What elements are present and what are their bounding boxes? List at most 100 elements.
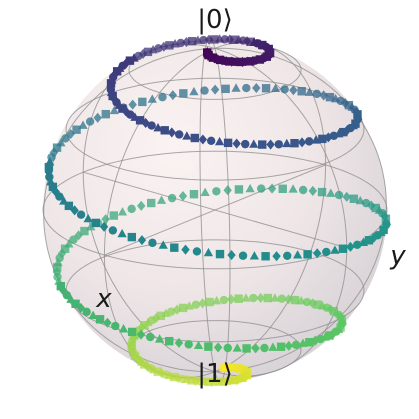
- trajectory-marker: [189, 86, 199, 96]
- trajectory-marker: [297, 87, 306, 96]
- trajectory-marker: [178, 303, 188, 313]
- trajectory-marker: [227, 294, 236, 305]
- trajectory-marker: [153, 367, 162, 376]
- trajectory-marker: [232, 343, 242, 352]
- trajectory-marker: [56, 281, 65, 291]
- trajectory-marker: [44, 162, 54, 172]
- trajectory-marker: [148, 238, 157, 248]
- trajectory-marker: [51, 186, 60, 197]
- trajectory-marker: [72, 125, 81, 134]
- trajectory-marker: [215, 249, 225, 259]
- trajectory-marker: [118, 104, 127, 113]
- trajectory-marker: [256, 184, 266, 193]
- trajectory-marker: [189, 189, 199, 199]
- trajectory-marker: [198, 298, 207, 309]
- trajectory-marker: [342, 191, 351, 202]
- trajectory-marker: [227, 250, 236, 261]
- trajectory-marker: [223, 185, 232, 196]
- trajectory-marker: [71, 299, 80, 308]
- y-axis-label: y: [389, 241, 406, 271]
- trajectory-marker: [234, 185, 244, 194]
- trajectory-marker: [111, 321, 120, 331]
- trajectory-marker: [95, 315, 105, 324]
- trajectory-marker: [223, 343, 232, 353]
- trajectory-marker: [252, 83, 261, 94]
- trajectory-marker: [126, 110, 135, 119]
- state-trajectory: [44, 34, 392, 387]
- trajectory-marker: [156, 195, 167, 204]
- trajectory-marker: [305, 338, 314, 347]
- trajectory-marker: [312, 248, 322, 259]
- trajectory-marker: [190, 133, 199, 143]
- trajectory-marker: [246, 37, 255, 46]
- trajectory-marker: [199, 35, 208, 45]
- trajectory-marker: [176, 38, 185, 48]
- trajectory-marker: [128, 99, 137, 110]
- trajectory-marker: [212, 295, 222, 305]
- trajectory-marker: [322, 247, 331, 257]
- trajectory-marker: [193, 340, 204, 349]
- trajectory-marker: [109, 211, 118, 220]
- trajectory-marker: [127, 204, 136, 214]
- trajectory-marker: [206, 136, 216, 145]
- trajectory-marker: [156, 311, 166, 321]
- trajectory-marker: [191, 300, 201, 309]
- trajectory-marker: [48, 182, 58, 192]
- trajectory-marker: [88, 310, 98, 320]
- trajectory-marker: [325, 331, 334, 340]
- trajectory-marker: [169, 372, 179, 382]
- trajectory-marker: [59, 285, 68, 296]
- trajectory-marker: [93, 112, 102, 123]
- trajectory-marker: [135, 116, 145, 125]
- trajectory-marker: [329, 306, 339, 316]
- trajectory-marker: [174, 337, 184, 348]
- trajectory-marker: [83, 213, 93, 223]
- trajectory-marker: [57, 248, 67, 259]
- trajectory-marker: [225, 57, 234, 66]
- trajectory-marker: [174, 130, 184, 139]
- trajectory-marker: [184, 340, 193, 349]
- trajectory-marker: [280, 85, 289, 94]
- x-axis-label: x: [95, 284, 112, 314]
- trajectory-marker: [137, 200, 146, 211]
- trajectory-marker: [282, 138, 292, 148]
- trajectory-marker: [277, 294, 287, 303]
- trajectory-marker: [290, 295, 300, 305]
- trajectory-marker: [268, 342, 278, 351]
- trajectory-marker: [179, 89, 188, 98]
- trajectory-marker: [117, 228, 127, 238]
- trajectory-marker: [147, 94, 157, 103]
- trajectory-marker: [64, 201, 74, 211]
- trajectory-marker: [326, 188, 336, 197]
- trajectory-marker: [200, 86, 209, 95]
- trajectory-marker: [203, 377, 213, 387]
- trajectory-marker: [238, 251, 248, 260]
- trajectory-marker: [288, 184, 298, 193]
- trajectory-marker: [346, 241, 355, 252]
- trajectory-marker: [272, 251, 281, 262]
- trajectory-marker: [137, 235, 147, 246]
- trajectory-marker: [311, 135, 321, 144]
- trajectory-marker: [245, 183, 255, 193]
- north-pole-label: |0⟩: [197, 5, 232, 35]
- trajectory-marker: [203, 247, 214, 257]
- trajectory-marker: [283, 251, 292, 260]
- trajectory-marker: [298, 338, 308, 347]
- trajectory-marker: [242, 83, 251, 93]
- trajectory-marker: [260, 343, 269, 353]
- trajectory-marker: [165, 41, 174, 50]
- trajectory-marker: [140, 360, 149, 369]
- trajectory-marker: [182, 131, 192, 140]
- axis-line: [83, 171, 347, 249]
- trajectory-marker: [210, 84, 220, 95]
- trajectory-marker: [336, 323, 345, 332]
- trajectory-marker: [204, 34, 214, 45]
- trajectory-marker: [293, 250, 303, 259]
- trajectory-marker: [82, 307, 91, 317]
- trajectory-marker: [143, 47, 153, 57]
- trajectory-marker: [230, 376, 239, 385]
- trajectory-marker: [70, 205, 79, 216]
- trajectory-marker: [60, 244, 70, 253]
- trajectory-marker: [108, 91, 117, 101]
- trajectory-marker: [167, 193, 177, 203]
